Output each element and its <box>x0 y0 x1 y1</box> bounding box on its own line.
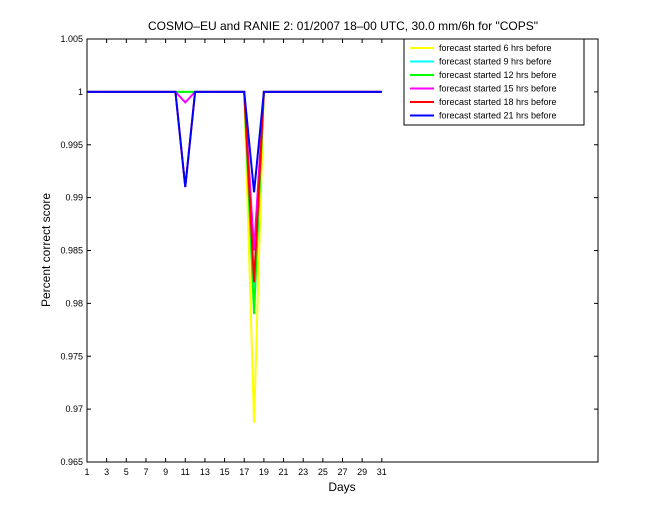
y-tick-label: 0.99 <box>65 193 83 203</box>
x-tick-label: 1 <box>84 467 89 477</box>
series-lines <box>87 90 382 423</box>
y-axis-label: Percent correct score <box>39 193 53 307</box>
y-tick-label: 0.98 <box>65 298 83 308</box>
x-tick-label: 3 <box>104 467 109 477</box>
x-tick-label: 31 <box>377 467 387 477</box>
x-tick-label: 21 <box>279 467 289 477</box>
series-line-6 <box>87 90 382 193</box>
x-tick-label: 23 <box>298 467 308 477</box>
y-tick-label: 0.985 <box>60 246 83 256</box>
legend-label-5: forecast started 18 hrs before <box>439 97 557 107</box>
x-tick-label: 7 <box>143 467 148 477</box>
x-tick-label: 9 <box>163 467 168 477</box>
x-tick-label: 29 <box>357 467 367 477</box>
x-tick-label: 11 <box>181 467 190 477</box>
legend: forecast started 6 hrs before forecast st… <box>403 38 585 126</box>
y-tick-label: 1.005 <box>60 34 83 44</box>
legend-label-1: forecast started 6 hrs before <box>439 43 552 53</box>
y-tick-label: 1 <box>78 87 83 97</box>
legend-label-4: forecast started 15 hrs before <box>439 84 557 94</box>
x-tick-label: 5 <box>124 467 129 477</box>
legend-label-2: forecast started 9 hrs before <box>439 57 552 67</box>
x-tick-label: 19 <box>259 467 269 477</box>
y-tick-label: 0.97 <box>65 404 83 414</box>
x-tick-label: 25 <box>318 467 328 477</box>
legend-box <box>403 38 585 126</box>
x-tick-label: 15 <box>220 467 230 477</box>
x-axis: 1 3 5 7 9 11 13 15 17 19 21 23 25 27 29 31 <box>84 39 387 477</box>
y-tick-label: 0.965 <box>60 457 83 467</box>
chart-title: COSMO–EU and RANIE 2: 01/2007 18–00 UTC,… <box>148 19 538 33</box>
x-tick-label: 13 <box>200 467 210 477</box>
y-axis: 0.965 0.97 0.975 0.98 0.985 0.99 0.995 1 1.005 <box>60 34 598 467</box>
legend-label-6: forecast started 21 hrs before <box>439 111 557 121</box>
y-tick-label: 0.975 <box>60 351 83 361</box>
y-tick-label: 0.995 <box>60 140 83 150</box>
x-tick-label: 17 <box>239 467 249 477</box>
x-tick-label: 27 <box>337 467 347 477</box>
legend-label-3: forecast started 12 hrs before <box>439 70 557 80</box>
x-axis-label: Days <box>328 480 355 494</box>
